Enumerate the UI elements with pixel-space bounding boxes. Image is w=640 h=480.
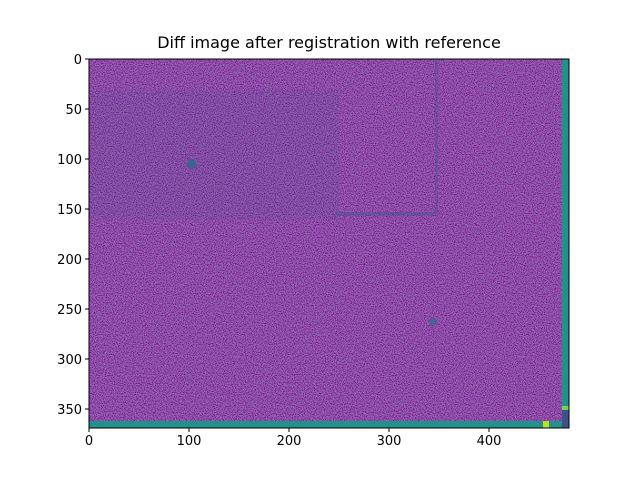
y-tick-label: 350 bbox=[57, 403, 82, 418]
y-tick-label: 200 bbox=[57, 253, 82, 268]
x-tick-label: 0 bbox=[85, 434, 93, 449]
y-tick-label: 50 bbox=[65, 103, 82, 118]
y-tick-label: 300 bbox=[57, 353, 82, 368]
y-tick-label: 250 bbox=[57, 303, 82, 318]
x-tick-label: 200 bbox=[277, 434, 302, 449]
image bbox=[89, 59, 569, 428]
y-tick-label: 100 bbox=[57, 153, 82, 168]
chart-title: Diff image after registration with refer… bbox=[157, 33, 501, 52]
axes-frame bbox=[88, 58, 570, 429]
y-tick-label: 0 bbox=[74, 53, 82, 68]
x-tick-label: 100 bbox=[177, 434, 202, 449]
x-tick-label: 400 bbox=[477, 434, 502, 449]
y-tick-label: 150 bbox=[57, 203, 82, 218]
x-tick-label: 300 bbox=[377, 434, 402, 449]
